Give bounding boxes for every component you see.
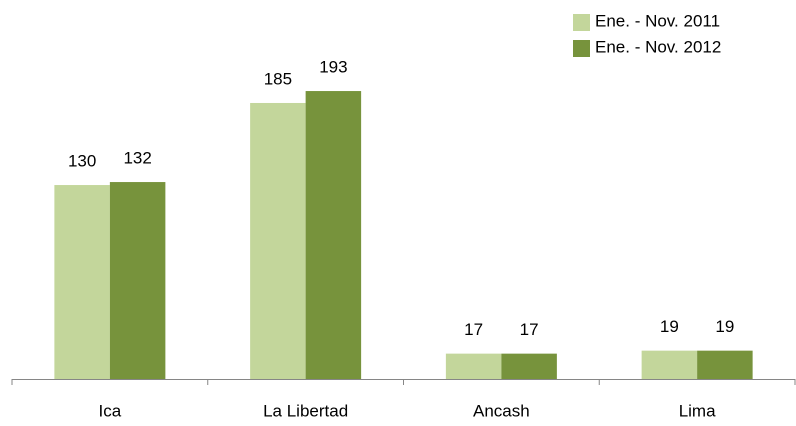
x-tick-label: Ica xyxy=(99,401,122,420)
legend-swatch xyxy=(573,14,590,31)
legend-label: Ene. - Nov. 2012 xyxy=(595,37,721,56)
value-label: 130 xyxy=(68,152,96,171)
x-tick-label: Ancash xyxy=(473,401,530,420)
value-label: 17 xyxy=(464,320,483,339)
bar xyxy=(697,350,753,379)
value-label: 193 xyxy=(319,58,347,77)
legend-swatch xyxy=(573,40,590,57)
bar xyxy=(501,353,557,379)
x-tick-label: La Libertad xyxy=(263,401,348,420)
x-tick-label: Lima xyxy=(679,401,716,420)
value-label: 19 xyxy=(660,317,679,336)
bar xyxy=(250,102,306,379)
bar xyxy=(54,185,110,379)
value-label: 132 xyxy=(123,149,151,168)
bar xyxy=(445,353,502,379)
value-label: 19 xyxy=(715,317,734,336)
legend-label: Ene. - Nov. 2011 xyxy=(595,11,720,30)
value-label: 17 xyxy=(520,320,539,339)
bar xyxy=(641,350,698,379)
bar xyxy=(305,91,362,379)
value-label: 185 xyxy=(264,69,292,88)
bar xyxy=(109,182,166,379)
